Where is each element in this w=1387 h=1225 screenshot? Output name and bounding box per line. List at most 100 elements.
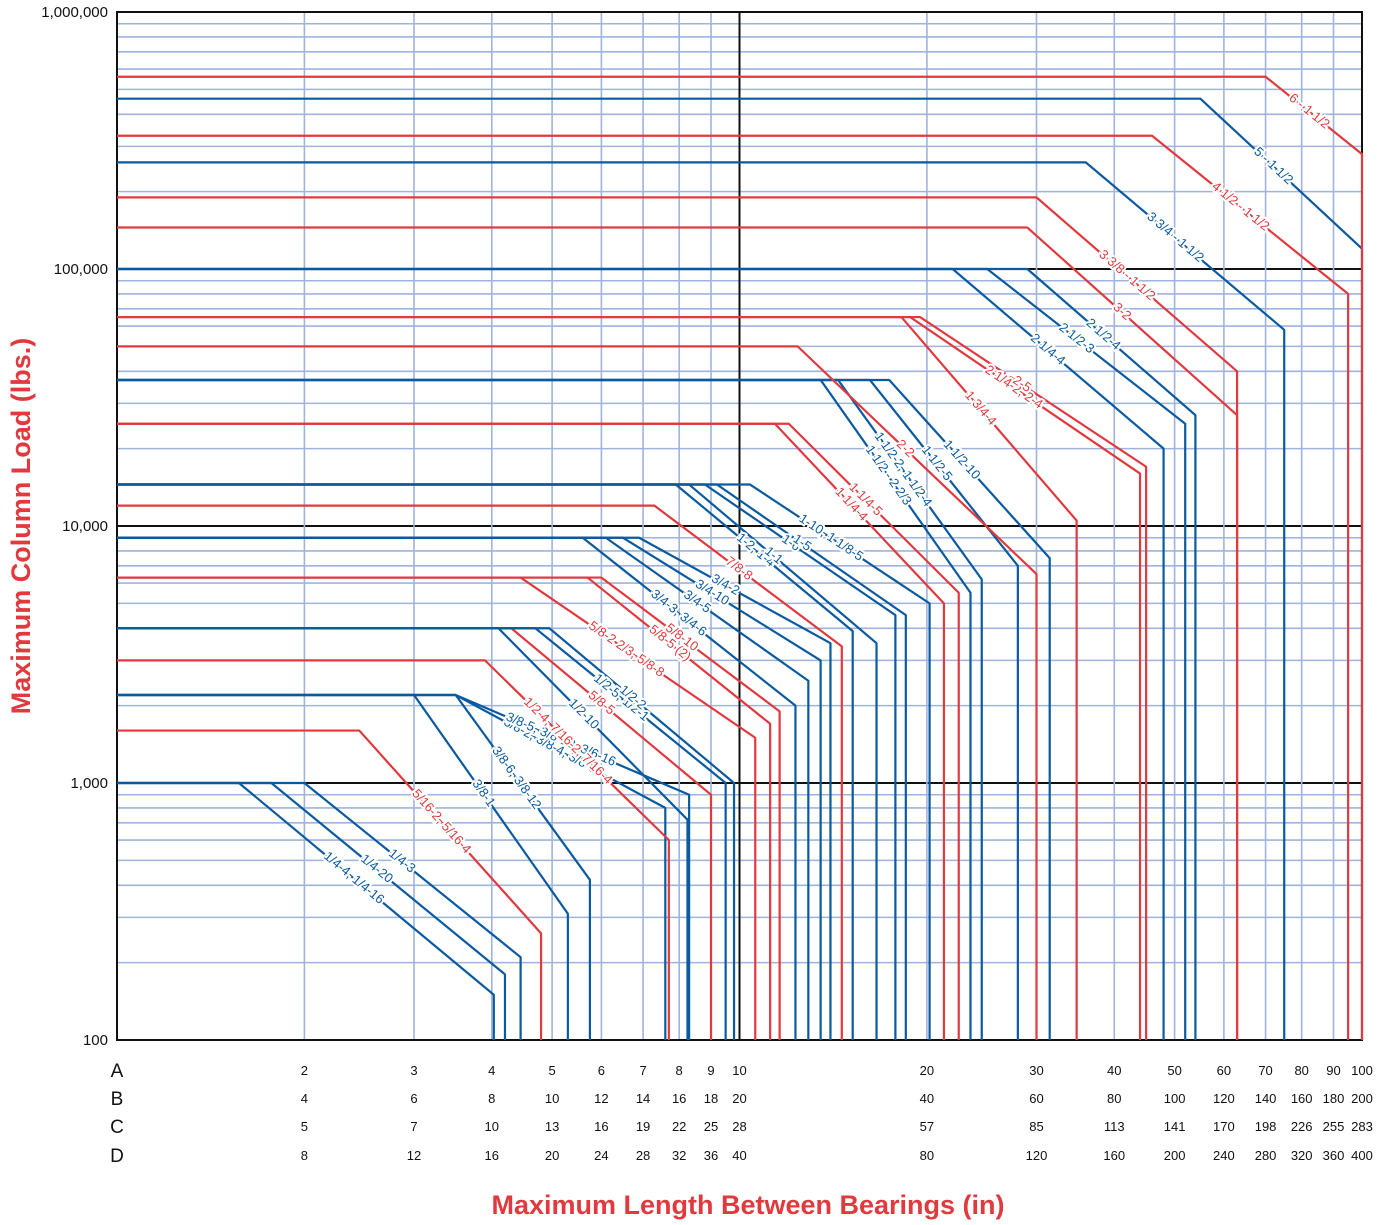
x-tick-label: 14	[636, 1091, 650, 1106]
x-tick-label: 80	[1107, 1091, 1121, 1106]
x-tick-label: 280	[1255, 1148, 1277, 1163]
x-tick-label: 360	[1323, 1148, 1345, 1163]
x-tick-label: 12	[407, 1148, 421, 1163]
x-tick-label: 9	[707, 1063, 714, 1078]
x-tick-label: 90	[1326, 1063, 1340, 1078]
series-line-27	[117, 422, 960, 1040]
y-axis-title: Maximum Column Load (lbs.)	[6, 338, 36, 715]
x-scale-row-label: B	[111, 1089, 124, 1110]
x-tick-label: 200	[1351, 1091, 1373, 1106]
series-line-3	[117, 729, 543, 1040]
x-tick-label: 6	[410, 1091, 417, 1106]
curves	[117, 75, 1364, 1040]
x-tick-label: 320	[1291, 1148, 1313, 1163]
x-tick-label: 20	[545, 1148, 559, 1163]
series-line-12	[117, 627, 736, 1040]
x-tick-label: 40	[732, 1148, 746, 1163]
x-tick-label: 141	[1164, 1119, 1186, 1134]
y-tick-label: 1,000,000	[41, 4, 108, 21]
x-tick-label: 18	[704, 1091, 718, 1106]
x-tick-label: 5	[301, 1119, 308, 1134]
series-line-18	[117, 536, 822, 1040]
series-label-43: 5 - 1 1/2	[1251, 144, 1296, 187]
series-line-15	[117, 576, 781, 1040]
y-tick-label: 100,000	[54, 261, 108, 278]
x-tick-label: 7	[639, 1063, 646, 1078]
x-tick-label: 400	[1351, 1148, 1373, 1163]
x-tick-label: 120	[1213, 1091, 1235, 1106]
x-tick-label: 8	[301, 1148, 308, 1163]
x-tick-label: 10	[485, 1119, 499, 1134]
x-tick-label: 10	[732, 1063, 746, 1078]
x-tick-label: 180	[1323, 1091, 1345, 1106]
series-line-40	[117, 196, 1239, 1040]
series-line-38	[117, 267, 1197, 1040]
curve-labels: 1/4-4, 1/4-161/4-201/4-35/16-2, 5/16-43/…	[319, 88, 1335, 909]
x-tick-label: 198	[1255, 1119, 1277, 1134]
x-tick-label: 160	[1103, 1148, 1125, 1163]
y-axis-ticks: 100 1,000 10,000 100,000 1,000,000	[41, 4, 108, 1049]
series-label-4: 3/8-1	[469, 776, 498, 809]
x-tick-label: 85	[1029, 1119, 1043, 1134]
y-tick-label: 1,000	[70, 775, 108, 792]
x-tick-label: 32	[672, 1148, 686, 1163]
x-tick-label: 120	[1026, 1148, 1048, 1163]
series-line-42	[117, 134, 1350, 1040]
x-tick-label: 20	[920, 1063, 934, 1078]
x-tick-label: 100	[1351, 1063, 1373, 1078]
x-tick-label: 80	[1294, 1063, 1308, 1078]
x-tick-label: 40	[920, 1091, 934, 1106]
series-line-35	[117, 315, 1148, 1040]
series-label-3: 5/16-2, 5/16-4	[409, 786, 474, 856]
series-label-42: 4 1/2 - 1 1/2	[1209, 178, 1272, 233]
x-tick-label: 16	[485, 1148, 499, 1163]
x-tick-label: 3	[410, 1063, 417, 1078]
x-tick-label: 283	[1351, 1119, 1373, 1134]
x-tick-label: 240	[1213, 1148, 1235, 1163]
x-axis-ticks: A 2 3 4 5 6 7 8 9 10 20 30 40 50 60 70 80 90 100 B 4 6 8 10 12 14…	[110, 1061, 1373, 1167]
x-tick-label: 25	[704, 1119, 718, 1134]
x-tick-label: 226	[1291, 1119, 1313, 1134]
x-tick-label: 255	[1323, 1119, 1345, 1134]
x-tick-label: 170	[1213, 1119, 1235, 1134]
x-tick-label: 200	[1164, 1148, 1186, 1163]
y-tick-label: 100	[83, 1032, 108, 1049]
y-tick-label: 10,000	[62, 518, 108, 535]
series-line-31	[117, 378, 1051, 1040]
x-tick-label: 140	[1255, 1091, 1277, 1106]
series-line-19	[117, 536, 832, 1040]
x-tick-label: 160	[1291, 1091, 1313, 1106]
series-label-33: 1 3/4-4	[962, 388, 1000, 428]
x-tick-label: 70	[1258, 1063, 1272, 1078]
x-tick-label: 100	[1164, 1091, 1186, 1106]
series-line-41	[117, 161, 1286, 1040]
x-tick-label: 40	[1107, 1063, 1121, 1078]
x-tick-label: 30	[1029, 1063, 1043, 1078]
x-scale-row-label: C	[110, 1117, 124, 1138]
x-tick-label: 20	[732, 1091, 746, 1106]
x-tick-label: 12	[594, 1091, 608, 1106]
series-line-2	[117, 781, 522, 1040]
x-tick-label: 80	[920, 1148, 934, 1163]
x-axis-title: Maximum Length Between Bearings (in)	[491, 1190, 1004, 1220]
x-tick-label: 16	[594, 1119, 608, 1134]
x-tick-label: 2	[301, 1063, 308, 1078]
x-tick-label: 6	[598, 1063, 605, 1078]
x-tick-label: 19	[636, 1119, 650, 1134]
x-tick-label: 22	[672, 1119, 686, 1134]
x-tick-label: 5	[548, 1063, 555, 1078]
x-tick-label: 8	[488, 1091, 495, 1106]
x-scale-row-label: D	[110, 1146, 124, 1167]
x-tick-label: 36	[704, 1148, 718, 1163]
x-scale-row-label: A	[111, 1061, 124, 1082]
x-tick-label: 4	[488, 1063, 495, 1078]
series-label-44: 6 - 1 1/2	[1286, 90, 1333, 132]
x-tick-label: 24	[594, 1148, 608, 1163]
series-line-44	[117, 75, 1364, 1040]
series-label-5: 3/8-6, 3/8-12	[489, 743, 544, 811]
x-tick-label: 8	[676, 1063, 683, 1078]
series-line-32	[117, 345, 1038, 1040]
series-label-41: 3 3/4 - 1 1/2	[1144, 209, 1207, 265]
x-tick-label: 4	[301, 1091, 308, 1106]
